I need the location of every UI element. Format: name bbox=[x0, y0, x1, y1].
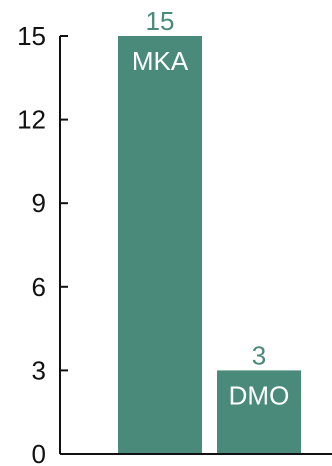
bar-value-label: 15 bbox=[146, 6, 175, 36]
bar-category-label: MKA bbox=[132, 46, 189, 76]
bar-value-label: 3 bbox=[252, 340, 266, 370]
bar-mka bbox=[118, 36, 202, 454]
y-tick-label: 9 bbox=[32, 188, 46, 218]
y-tick-label: 0 bbox=[32, 439, 46, 466]
y-tick-label: 6 bbox=[32, 272, 46, 302]
bar-category-label: DMO bbox=[229, 380, 290, 410]
y-tick-label: 15 bbox=[17, 21, 46, 51]
y-axis: 0 3 6 9 12 15 bbox=[17, 21, 68, 466]
bars: 15 MKA 3 DMO bbox=[118, 6, 301, 454]
bar-dmo bbox=[217, 370, 301, 454]
y-tick-label: 3 bbox=[32, 355, 46, 385]
y-tick-label: 12 bbox=[17, 105, 46, 135]
